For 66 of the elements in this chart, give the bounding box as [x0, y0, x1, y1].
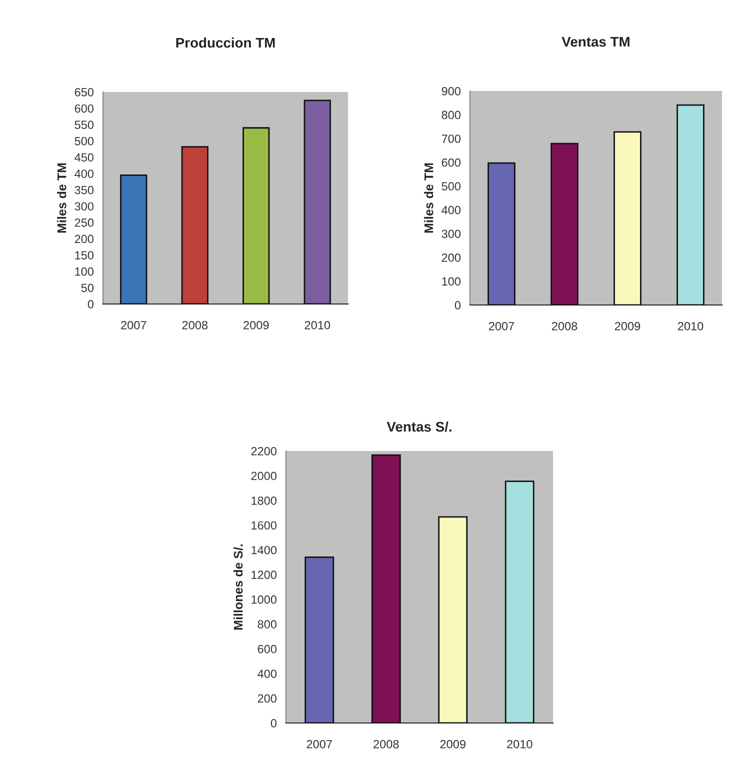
bar — [438, 516, 468, 723]
y-tick-label: 600 — [74, 104, 94, 113]
y-tick-label: 100 — [442, 277, 461, 286]
bar — [371, 454, 401, 723]
chart-title: Ventas S/. — [386, 421, 452, 432]
y-tick-label: 600 — [442, 158, 461, 167]
x-tick-label: 2009 — [440, 740, 466, 748]
chart-title: Ventas TM — [562, 37, 630, 47]
x-tick-label: 2010 — [678, 322, 704, 330]
y-tick-label: 400 — [442, 206, 461, 214]
y-tick-label: 0 — [454, 301, 461, 310]
x-tick-label: 2007 — [121, 320, 146, 330]
bar — [120, 174, 148, 304]
y-tick-label: 700 — [442, 134, 461, 143]
bar — [550, 142, 578, 305]
y-tick-label: 1000 — [252, 595, 277, 604]
y-tick-label: 0 — [270, 719, 277, 728]
y-tick-label: 550 — [74, 120, 94, 130]
y-tick-label: 200 — [258, 694, 277, 703]
y-tick-label: 2200 — [251, 447, 277, 456]
x-tick-label: 2007 — [306, 740, 332, 748]
y-tick-label: 100 — [75, 267, 94, 276]
y-tick-label: 250 — [74, 218, 94, 227]
y-tick-label: 1200 — [252, 570, 277, 580]
y-tick-label: 2000 — [251, 472, 277, 480]
y-axis-title: Millones de S/. — [234, 544, 243, 630]
x-tick-label: 2008 — [552, 322, 578, 330]
y-tick-label: 600 — [258, 644, 277, 654]
x-tick-label: 2010 — [507, 740, 532, 748]
y-tick-label: 150 — [75, 251, 94, 260]
y-tick-label: 300 — [74, 202, 94, 211]
y-tick-label: 500 — [442, 182, 461, 191]
y-tick-label: 400 — [258, 670, 277, 678]
y-axis-title: Miles de TM — [57, 163, 66, 233]
bar — [304, 100, 331, 304]
y-tick-label: 1800 — [252, 496, 277, 505]
bar — [304, 556, 334, 723]
bar — [181, 146, 208, 304]
y-axis-title: Miles de TM — [424, 163, 434, 233]
y-tick-label: 350 — [74, 186, 94, 194]
bar — [488, 162, 516, 305]
x-tick-label: 2008 — [182, 320, 208, 330]
y-tick-label: 400 — [74, 170, 94, 178]
chart-title: Produccion TM — [176, 37, 275, 48]
y-tick-label: 200 — [74, 234, 94, 244]
y-tick-label: 50 — [81, 284, 94, 292]
x-tick-label: 2009 — [244, 320, 269, 330]
x-tick-label: 2010 — [304, 320, 330, 330]
y-tick-label: 650 — [74, 88, 94, 96]
y-tick-label: 800 — [258, 620, 277, 628]
y-tick-label: 800 — [442, 110, 461, 120]
x-tick-label: 2007 — [488, 322, 514, 330]
x-tick-label: 2008 — [374, 740, 399, 748]
bar — [614, 131, 642, 305]
y-tick-label: 200 — [442, 253, 461, 262]
y-tick-label: 300 — [442, 230, 461, 238]
y-tick-label: 500 — [74, 136, 94, 146]
y-tick-label: 0 — [88, 300, 94, 308]
y-tick-label: 450 — [74, 153, 94, 162]
bar — [242, 127, 270, 304]
x-tick-label: 2009 — [614, 322, 640, 330]
bar — [504, 480, 534, 723]
y-tick-label: 1600 — [252, 521, 277, 530]
bar — [676, 104, 704, 305]
y-tick-label: 1400 — [252, 546, 277, 554]
y-tick-label: 900 — [442, 87, 461, 96]
